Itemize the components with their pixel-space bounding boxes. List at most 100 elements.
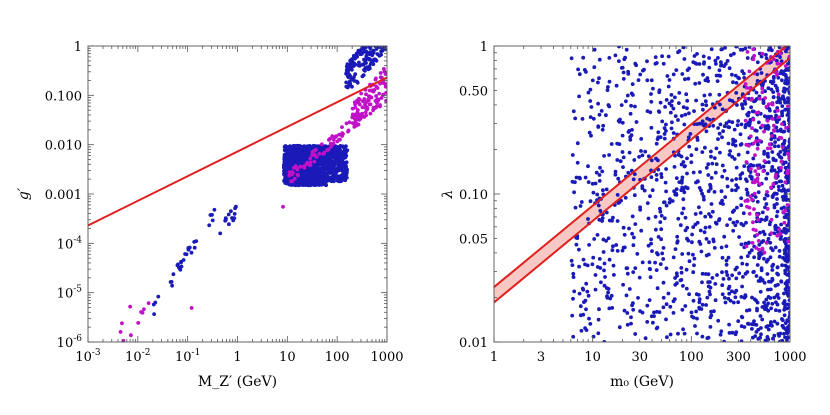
scatter-point [683, 304, 688, 308]
scatter-point [325, 174, 330, 179]
scatter-point [606, 236, 611, 241]
scatter-point [775, 265, 780, 270]
scatter-point [577, 247, 581, 252]
scatter-point [745, 254, 750, 258]
scatter-point [734, 91, 739, 95]
scatter-point [350, 106, 355, 111]
scatter-point [330, 164, 334, 169]
scatter-point [738, 176, 743, 181]
scatter-point [685, 156, 689, 161]
scatter-point [706, 272, 711, 277]
scatter-point [607, 56, 612, 60]
scatter-point [614, 243, 619, 247]
scatter-point [372, 88, 377, 92]
scatter-point [784, 126, 788, 130]
scatter-point [575, 160, 580, 165]
scatter-point [744, 220, 748, 225]
scatter-point [681, 284, 685, 288]
scatter-point [769, 169, 774, 173]
scatter-point [686, 238, 691, 243]
scatter-point [658, 220, 663, 225]
scatter-point [763, 96, 767, 100]
scatter-point [765, 118, 770, 123]
scatter-point [638, 205, 642, 210]
scatter-point [715, 273, 719, 277]
scatter-point [771, 95, 776, 99]
scatter-point [616, 119, 621, 123]
scatter-point [604, 187, 609, 192]
scatter-point [649, 78, 654, 83]
scatter-point [788, 271, 790, 276]
scatter-point [762, 250, 767, 255]
scatter-point [747, 69, 752, 74]
scatter-point [671, 72, 676, 77]
y-tick-label: 0.10 [459, 188, 488, 203]
right-y-axis-label: λ [440, 190, 456, 200]
scatter-point [118, 330, 123, 334]
scatter-point [773, 283, 778, 288]
scatter-point [622, 308, 627, 313]
scatter-point [695, 316, 699, 321]
scatter-point [756, 217, 761, 222]
scatter-point [720, 107, 725, 112]
scatter-point [735, 123, 740, 128]
scatter-point [676, 118, 680, 122]
scatter-point [771, 79, 776, 84]
scatter-point [303, 178, 308, 183]
scatter-point [363, 105, 368, 110]
scatter-point [316, 175, 321, 180]
scatter-point [730, 120, 735, 125]
scatter-point [774, 58, 779, 63]
scatter-point [610, 248, 615, 253]
scatter-point [630, 82, 635, 86]
scatter-point [649, 237, 653, 242]
scatter-point [591, 255, 596, 260]
scatter-point [722, 234, 727, 239]
scatter-point [744, 160, 749, 164]
scatter-point [589, 105, 594, 109]
scatter-point [571, 109, 576, 114]
scatter-point [733, 139, 738, 143]
scatter-point [708, 92, 712, 97]
scatter-point [726, 286, 731, 291]
scatter-point [311, 173, 315, 178]
scatter-point [329, 159, 334, 164]
scatter-point [595, 265, 600, 269]
scatter-point [291, 170, 295, 175]
scatter-point [344, 121, 349, 126]
scatter-point [722, 64, 726, 68]
scatter-point [700, 150, 705, 155]
scatter-point [671, 311, 676, 315]
scatter-point [587, 130, 592, 135]
scatter-point [586, 180, 591, 185]
scatter-point [701, 54, 706, 59]
scatter-point [787, 298, 790, 302]
scatter-point [720, 255, 725, 260]
scatter-point [597, 112, 602, 117]
scatter-point [697, 205, 701, 210]
scatter-point [766, 86, 771, 91]
scatter-point [784, 78, 788, 83]
scatter-point [750, 327, 754, 331]
scatter-point [742, 164, 747, 169]
scatter-point [121, 338, 126, 342]
scatter-point [598, 208, 603, 213]
scatter-point [708, 214, 713, 219]
scatter-point [344, 80, 349, 85]
scatter-point [783, 64, 788, 68]
scatter-point [782, 331, 786, 336]
scatter-point [770, 278, 775, 282]
scatter-point [295, 172, 300, 177]
x-tick-label: 1000 [773, 350, 806, 365]
scatter-point [179, 260, 184, 265]
scatter-point [192, 245, 197, 250]
scatter-point [627, 150, 632, 155]
scatter-point [571, 334, 576, 339]
scatter-point [592, 65, 597, 70]
scatter-point [699, 249, 704, 254]
scatter-point [735, 205, 739, 210]
scatter-point [621, 245, 626, 250]
scatter-point [629, 315, 633, 320]
scatter-point [661, 305, 666, 310]
scatter-point [690, 240, 694, 245]
